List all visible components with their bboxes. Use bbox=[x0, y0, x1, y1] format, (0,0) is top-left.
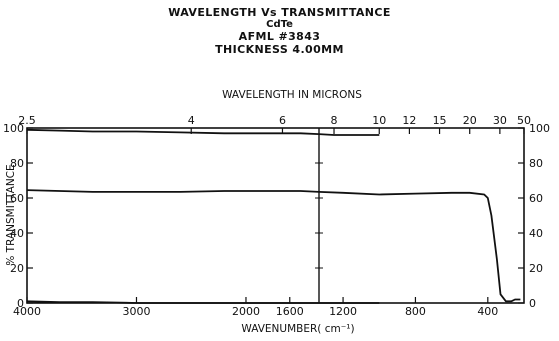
series-baseline-0 bbox=[26, 300, 380, 304]
y-tick-label-left: 0 bbox=[17, 297, 24, 310]
x-tick-label: 800 bbox=[405, 305, 426, 318]
y-tick-label-right: 100 bbox=[529, 122, 550, 135]
x-tick-label: 4000 bbox=[13, 305, 41, 318]
x-axis: 4000 3000 2000 1600 1200 800 400 bbox=[13, 297, 498, 318]
series-reference-100 bbox=[26, 128, 380, 136]
top-tick-label: 4 bbox=[188, 114, 195, 127]
x-tick-label: 2000 bbox=[232, 305, 260, 318]
chart-title: WAVELENGTH Vs TRANSMITTANCE bbox=[168, 6, 391, 19]
chart-title-block: WAVELENGTH Vs TRANSMITTANCE CdTe AFML #3… bbox=[0, 6, 559, 56]
top-axis: 2.5 4 6 8 10 12 15 20 30 50 bbox=[18, 114, 531, 134]
y-tick-label-left: 20 bbox=[10, 262, 24, 275]
y-tick-label-right: 60 bbox=[529, 192, 543, 205]
chart-material: CdTe bbox=[266, 19, 293, 30]
y-tick-label-right: 80 bbox=[529, 157, 543, 170]
y-tick-label-right: 0 bbox=[529, 297, 536, 310]
x-tick-label: 400 bbox=[477, 305, 498, 318]
y-tick-label-left: 40 bbox=[10, 227, 24, 240]
x-axis-label: WAVENUMBER( cm⁻¹) bbox=[241, 323, 354, 335]
chart-frame bbox=[26, 127, 525, 304]
x-tick-label: 1200 bbox=[329, 305, 357, 318]
x-tick-label: 1600 bbox=[276, 305, 304, 318]
top-tick-label: 6 bbox=[279, 114, 286, 127]
top-tick-label: 2.5 bbox=[18, 114, 36, 127]
top-tick-label: 12 bbox=[402, 114, 416, 127]
series-group bbox=[26, 128, 521, 304]
top-axis-label: WAVELENGTH IN MICRONS bbox=[222, 89, 362, 101]
series-sample-transmittance bbox=[26, 189, 521, 303]
y-axis: 0 0 20 20 40 40 60 60 80 80 100 100 bbox=[3, 122, 550, 310]
y-tick-label-right: 20 bbox=[529, 262, 543, 275]
chart-sample-id: AFML #3843 bbox=[238, 30, 321, 43]
top-tick-label: 20 bbox=[463, 114, 477, 127]
y-tick-label-left: 100 bbox=[3, 122, 24, 135]
top-tick-label: 15 bbox=[433, 114, 447, 127]
y-axis-label: % TRANSMITTANCE bbox=[5, 164, 17, 265]
plot-frame bbox=[26, 127, 525, 304]
top-tick-label: 10 bbox=[372, 114, 386, 127]
top-tick-label: 8 bbox=[331, 114, 338, 127]
y-tick-label-left: 60 bbox=[10, 192, 24, 205]
y-tick-label-left: 80 bbox=[10, 157, 24, 170]
top-tick-label: 50 bbox=[517, 114, 531, 127]
chart-thickness: THICKNESS 4.00MM bbox=[215, 43, 344, 56]
y-tick-label-right: 40 bbox=[529, 227, 543, 240]
top-tick-label: 30 bbox=[493, 114, 507, 127]
x-tick-label: 3000 bbox=[122, 305, 150, 318]
